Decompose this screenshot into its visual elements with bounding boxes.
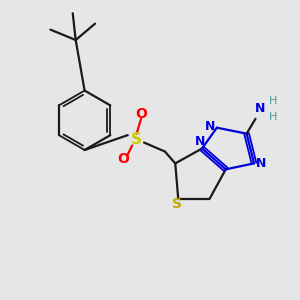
- Text: N: N: [255, 157, 266, 170]
- Text: S: S: [172, 197, 182, 212]
- Text: H: H: [268, 112, 277, 122]
- Text: S: S: [131, 132, 142, 147]
- Text: N: N: [195, 136, 206, 148]
- Text: O: O: [135, 107, 147, 121]
- Text: H: H: [268, 96, 277, 106]
- Text: N: N: [255, 102, 265, 115]
- Text: N: N: [205, 120, 215, 133]
- Text: O: O: [117, 152, 129, 166]
